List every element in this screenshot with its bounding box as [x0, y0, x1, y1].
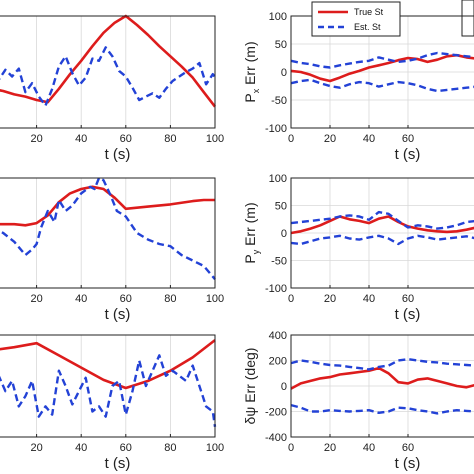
x-axis-label: t (s): [105, 455, 131, 472]
panel-right-bottom: 0 20 40 60 400 200 0 -200 -400 t (s) δψ Err (deg): [242, 330, 474, 472]
x-tick-label: 0: [288, 133, 294, 145]
x-tick-label: 20: [324, 442, 336, 454]
y-tick-label: -200: [265, 407, 287, 419]
y-tick-label: 400: [269, 330, 287, 342]
x-tick-label: 100: [206, 442, 224, 454]
x-tick-label: 60: [120, 293, 132, 305]
y-tick-label: -400: [265, 432, 287, 444]
y-tick-label: 50: [275, 201, 287, 213]
series-line-est: [290, 78, 474, 93]
x-tick-label: 40: [363, 293, 375, 305]
axes-frame: [0, 177, 216, 289]
x-tick-label: 0: [288, 293, 294, 305]
legend: True St Est. St: [311, 1, 401, 37]
x-tick-label: 80: [164, 442, 176, 454]
legend-label: True St: [354, 7, 384, 17]
y-tick-label: -100: [265, 123, 287, 135]
x-tick-label: 40: [75, 442, 87, 454]
x-tick-label: 40: [75, 133, 87, 145]
x-axis-label: t (s): [105, 146, 131, 163]
x-axis-label: t (s): [105, 306, 131, 323]
x-tick-label: 80: [164, 133, 176, 145]
x-tick-label: 100: [206, 133, 224, 145]
series-line-est: [290, 403, 474, 415]
plot-area: [0, 16, 215, 128]
series-line-est: [290, 51, 474, 69]
x-axis-label: t (s): [395, 455, 421, 472]
axes-frame: [0, 15, 216, 129]
series-line-true: [0, 339, 216, 390]
x-tick-label: 100: [206, 293, 224, 305]
y-tick-label: 200: [269, 356, 287, 368]
x-tick-label: 60: [402, 133, 414, 145]
series-line-true: [290, 366, 474, 390]
legend-label: Est. St: [354, 22, 381, 32]
x-axis-label: t (s): [395, 146, 421, 163]
y-tick-label: -50: [271, 256, 287, 268]
x-tick-label: 20: [30, 293, 42, 305]
x-axis-label: t (s): [395, 306, 421, 323]
x-tick-label: 40: [75, 293, 87, 305]
plot-area: [0, 178, 215, 288]
x-tick-label: 0: [288, 442, 294, 454]
axes-frame: [290, 177, 474, 289]
axes-frame: [0, 334, 216, 438]
panel-right-middle: 0 20 40 60 100 50 0 -50 -100 t (s) Py Err (m): [242, 173, 474, 323]
series-line-est: [0, 46, 217, 107]
panel-left-top: 20 40 60 80 100 t (s): [0, 14, 224, 163]
plot-area: [0, 335, 215, 437]
series-line-est: [0, 176, 216, 280]
series-line-est: [290, 210, 474, 230]
panel-left-middle: 20 40 60 80 100 t (s): [0, 176, 224, 323]
y-tick-label: 50: [275, 39, 287, 51]
x-tick-label: 60: [402, 442, 414, 454]
y-axis-label: Py Err (m): [242, 202, 261, 263]
axes-frame: [290, 334, 474, 438]
y-tick-label: 0: [281, 381, 287, 393]
x-tick-label: 20: [324, 133, 336, 145]
series-line-est: [0, 354, 217, 427]
x-tick-label: 60: [120, 133, 132, 145]
y-axis-label: δψ Err (deg): [242, 348, 258, 425]
series-line-true: [290, 215, 474, 235]
y-tick-label: 100: [269, 173, 287, 185]
y-tick-label: 100: [269, 11, 287, 23]
y-tick-label: 0: [281, 67, 287, 79]
x-tick-label: 20: [30, 133, 42, 145]
legend-box: [311, 1, 401, 37]
panel-left-bottom: 20 40 60 80 100 t (s): [0, 334, 224, 472]
y-axis-label: Px Err (m): [242, 41, 261, 102]
x-tick-label: 20: [30, 442, 42, 454]
x-tick-label: 40: [363, 442, 375, 454]
x-tick-label: 20: [324, 293, 336, 305]
y-tick-label: -100: [265, 283, 287, 295]
y-tick-label: 0: [281, 228, 287, 240]
x-tick-label: 60: [120, 442, 132, 454]
series-line-est: [290, 234, 474, 246]
x-tick-label: 40: [363, 133, 375, 145]
series-line-true: [0, 14, 217, 108]
x-tick-label: 80: [164, 293, 176, 305]
legend-box-right-edge: [461, 0, 474, 37]
series-line-est: [290, 358, 474, 371]
y-tick-label: -50: [271, 95, 287, 107]
x-tick-label: 60: [402, 293, 414, 305]
